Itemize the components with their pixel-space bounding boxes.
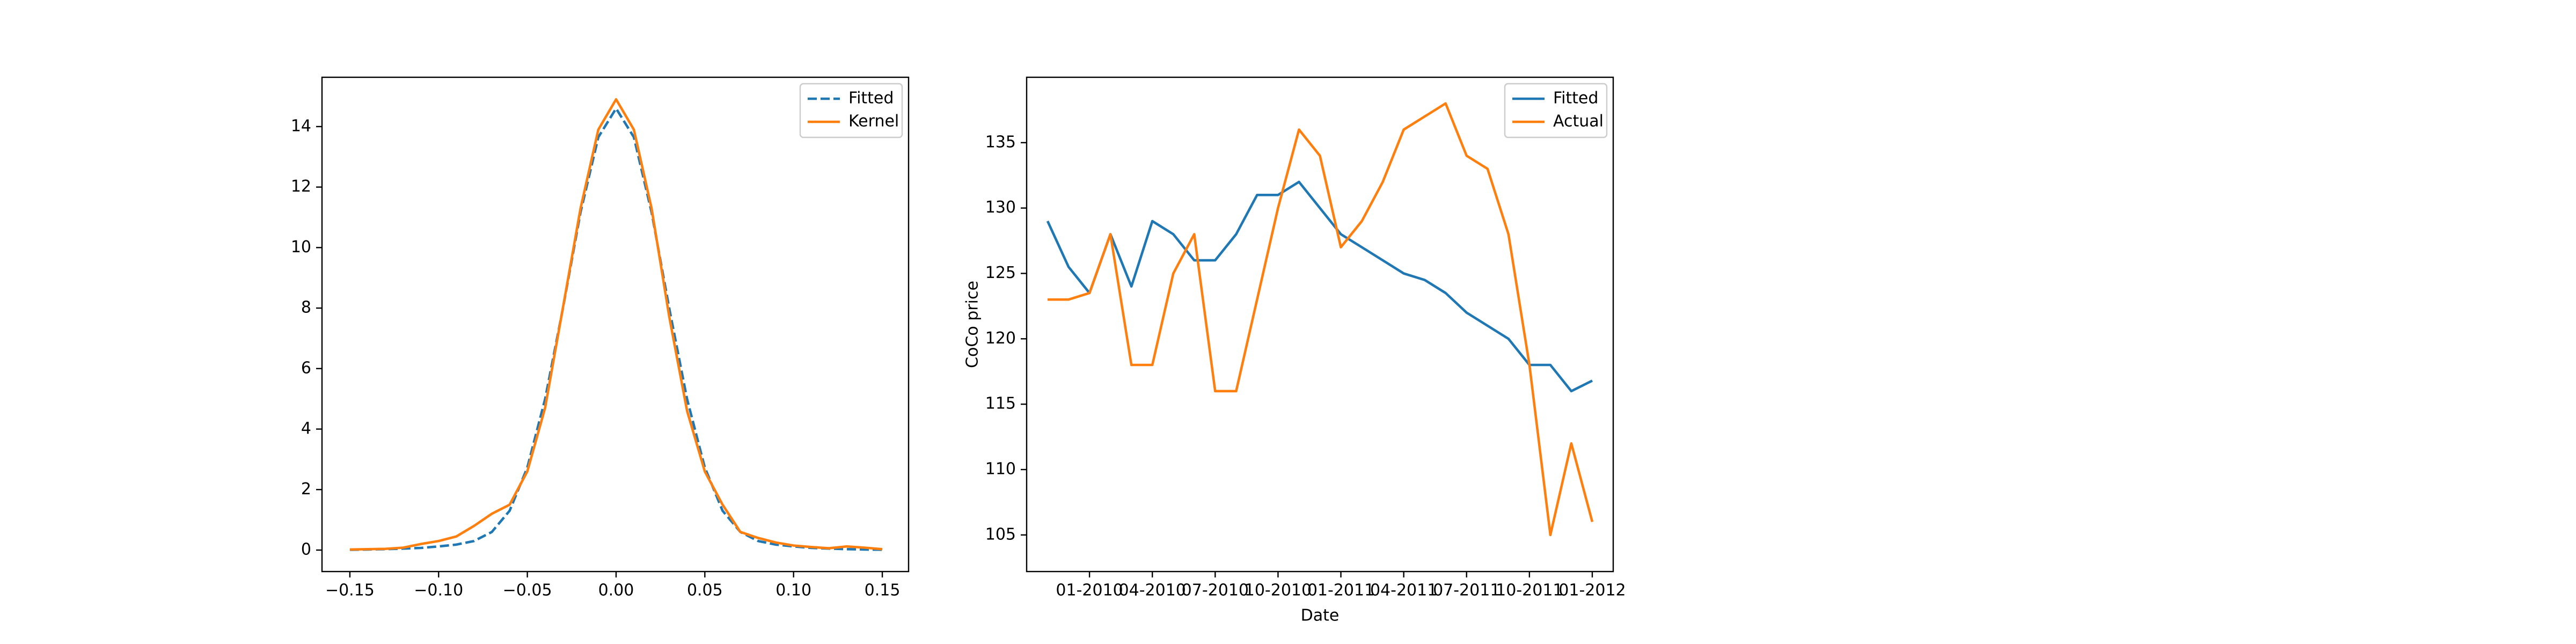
x-tick-label: 0.15 (865, 581, 901, 600)
x-tick-label: 0.10 (775, 581, 811, 600)
x-tick-label: −0.05 (503, 581, 552, 600)
x-tick-label: 10-2011 (1496, 581, 1563, 600)
x-tick-label: −0.15 (325, 581, 375, 600)
legend-label: Fitted (848, 89, 894, 108)
legend: Fitted Actual (1504, 83, 1608, 138)
legend-label: Fitted (1553, 89, 1598, 108)
y-tick-label: 120 (985, 329, 1016, 348)
y-tick-label: 115 (985, 394, 1016, 413)
y-tick-label: 12 (291, 177, 311, 196)
x-tick-label: 07-2011 (1433, 581, 1500, 600)
y-tick-label: 2 (301, 480, 311, 499)
x-tick-label: 04-2011 (1370, 581, 1437, 600)
series-line (1048, 102, 1594, 537)
series-line (1046, 180, 1593, 393)
x-tick-label: 07-2010 (1182, 581, 1249, 600)
y-tick-label: 8 (301, 298, 311, 317)
chart: −0.15 −0.10 −0.05 0.00 0.05 0.10 0.15 0 2 4 6 8 10 12… (291, 76, 910, 600)
legend: Fitted Kernel (799, 83, 903, 138)
x-tick-label: 0.05 (687, 581, 723, 600)
y-tick-label: 0 (301, 540, 311, 559)
x-tick-label: 10-2010 (1245, 581, 1312, 600)
series-line (349, 107, 883, 551)
y-tick-label: 135 (985, 133, 1016, 151)
x-tick-label: 01-2011 (1307, 581, 1374, 600)
y-tick-label: 6 (301, 358, 311, 377)
y-tick-label: 130 (985, 198, 1016, 217)
x-tick-label: 01-2012 (1558, 581, 1626, 600)
legend-label: Kernel (848, 112, 899, 131)
legend-label: Actual (1553, 112, 1604, 131)
legend-box (799, 83, 903, 138)
y-tick-label: 4 (301, 419, 311, 438)
x-axis-label: Date (1301, 606, 1340, 625)
axes-frame (321, 76, 910, 573)
y-axis-label: CoCo price (963, 281, 982, 368)
y-tick-label: 105 (985, 525, 1016, 544)
series-line (349, 98, 883, 551)
axes-frame (1026, 76, 1614, 573)
chart: 01-201004-201007-201010-201001-201104-20… (963, 76, 1626, 625)
y-tick-label: 125 (985, 264, 1016, 282)
x-tick-label: 01-2010 (1056, 581, 1123, 600)
y-tick-label: 10 (291, 238, 311, 257)
x-tick-label: −0.10 (414, 581, 463, 600)
x-tick-label: 04-2010 (1119, 581, 1186, 600)
y-tick-label: 110 (985, 459, 1016, 478)
x-tick-label: 0.00 (598, 581, 634, 600)
legend-box (1504, 83, 1608, 138)
y-tick-label: 14 (291, 116, 311, 135)
